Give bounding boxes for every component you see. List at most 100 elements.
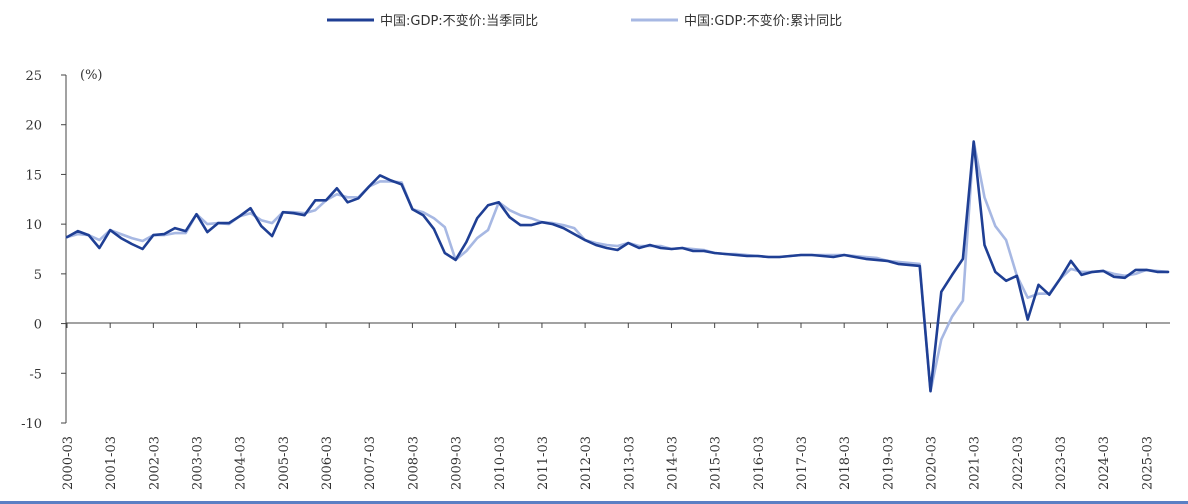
data-point-quarterly	[908, 264, 910, 266]
data-point-cumulative	[616, 245, 619, 247]
data-point-quarterly	[854, 256, 856, 258]
data-point-quarterly	[206, 231, 209, 233]
data-point-cumulative	[400, 181, 403, 184]
data-point-cumulative	[444, 226, 446, 228]
data-point-cumulative	[530, 217, 532, 219]
data-point-quarterly	[821, 255, 824, 257]
data-point-quarterly	[1091, 271, 1094, 273]
data-point-cumulative	[1005, 239, 1007, 241]
x-tick-label: 2020-03	[925, 436, 940, 490]
data-point-cumulative	[519, 214, 522, 216]
data-point-cumulative	[1037, 292, 1040, 295]
data-point-quarterly	[1037, 284, 1040, 286]
data-point-quarterly	[1048, 293, 1051, 296]
data-point-quarterly	[141, 248, 144, 250]
data-point-quarterly	[195, 213, 198, 215]
x-tick-label: 2012-03	[579, 436, 594, 490]
y-axis	[61, 74, 67, 424]
data-point-cumulative	[897, 261, 899, 263]
series-lines	[65, 140, 1170, 393]
data-point-quarterly	[217, 222, 219, 224]
data-point-quarterly	[1016, 275, 1018, 277]
x-tick-label: 2018-03	[838, 436, 853, 490]
data-point-cumulative	[476, 237, 479, 239]
x-tick-label: 2019-03	[881, 436, 896, 490]
x-tick-label: 2011-03	[536, 436, 551, 490]
data-point-cumulative	[994, 225, 997, 227]
data-point-cumulative	[336, 193, 338, 196]
data-point-quarterly	[487, 204, 489, 207]
data-point-quarterly	[800, 254, 802, 256]
x-tick-label: 2014-03	[665, 436, 680, 490]
x-tick-label: 2008-03	[406, 436, 421, 490]
series-line-cumulative	[65, 140, 1170, 393]
y-tick-label: 5	[34, 268, 42, 283]
data-point-quarterly	[659, 247, 662, 249]
data-point-quarterly	[66, 236, 68, 238]
data-point-quarterly	[1005, 280, 1007, 282]
x-tick-label: 2021-03	[968, 436, 983, 490]
data-point-quarterly	[778, 256, 781, 258]
data-point-quarterly	[433, 228, 435, 230]
data-point-quarterly	[983, 244, 986, 246]
data-point-quarterly	[757, 255, 759, 257]
legend: 中国:GDP:不变价:当季同比 中国:GDP:不变价:累计同比	[327, 13, 842, 29]
x-tick-label: 2017-03	[795, 436, 810, 490]
data-point-quarterly	[498, 201, 500, 204]
data-point-cumulative	[184, 232, 187, 234]
data-point-quarterly	[519, 224, 522, 226]
data-point-cumulative	[605, 244, 608, 246]
y-unit-label: (%)	[80, 68, 103, 83]
data-point-quarterly	[314, 199, 317, 202]
data-point-quarterly	[249, 207, 252, 209]
data-point-quarterly	[1167, 271, 1169, 273]
data-point-quarterly	[940, 291, 943, 293]
y-tick-label: 20	[25, 119, 42, 134]
data-point-quarterly	[713, 252, 716, 254]
x-tick-label: 2013-03	[622, 436, 637, 490]
data-point-quarterly	[994, 271, 997, 273]
data-point-quarterly	[1156, 271, 1158, 273]
data-point-quarterly	[929, 390, 932, 393]
x-tick-label: 2025-03	[1140, 436, 1155, 490]
data-point-cumulative	[271, 222, 273, 224]
data-point-quarterly	[184, 230, 187, 232]
data-point-cumulative	[465, 250, 468, 252]
data-point-cumulative	[508, 209, 511, 211]
data-point-quarterly	[875, 259, 878, 261]
x-tick-label: 2016-03	[752, 436, 767, 490]
data-point-cumulative	[487, 229, 489, 231]
data-point-quarterly	[292, 212, 295, 214]
legend-label-cumulative: 中国:GDP:不变价:累计同比	[684, 13, 842, 29]
x-tick-label: 2015-03	[709, 436, 724, 490]
data-point-quarterly	[724, 253, 727, 255]
y-tick-label: 25	[25, 69, 42, 84]
data-point-quarterly	[865, 258, 867, 260]
data-point-cumulative	[379, 180, 381, 183]
data-point-quarterly	[98, 247, 101, 249]
data-point-quarterly	[562, 227, 565, 229]
data-point-cumulative	[346, 196, 349, 199]
data-point-quarterly	[282, 211, 284, 213]
x-tick-label: 2005-03	[277, 436, 292, 490]
data-point-quarterly	[336, 187, 338, 190]
y-tick-labels: -10 -5 0 5 10 15 20 25	[21, 69, 42, 432]
data-point-cumulative	[314, 209, 317, 211]
y-tick-label: -10	[21, 417, 42, 432]
data-point-cumulative	[692, 248, 694, 250]
data-point-quarterly	[77, 230, 79, 232]
data-point-quarterly	[595, 244, 597, 246]
data-point-cumulative	[131, 237, 133, 239]
data-point-quarterly	[649, 244, 651, 246]
data-point-quarterly	[163, 233, 165, 235]
data-point-cumulative	[77, 233, 79, 235]
data-point-quarterly	[843, 254, 845, 256]
data-point-quarterly	[670, 248, 673, 250]
data-point-cumulative	[832, 254, 835, 256]
data-point-cumulative	[875, 257, 878, 259]
x-tick-label: 2000-03	[61, 436, 76, 490]
data-point-cumulative	[918, 263, 921, 265]
data-point-quarterly	[832, 256, 835, 258]
y-tick-label: 10	[25, 218, 42, 233]
